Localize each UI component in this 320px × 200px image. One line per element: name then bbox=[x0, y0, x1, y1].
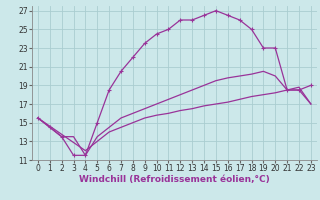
X-axis label: Windchill (Refroidissement éolien,°C): Windchill (Refroidissement éolien,°C) bbox=[79, 175, 270, 184]
